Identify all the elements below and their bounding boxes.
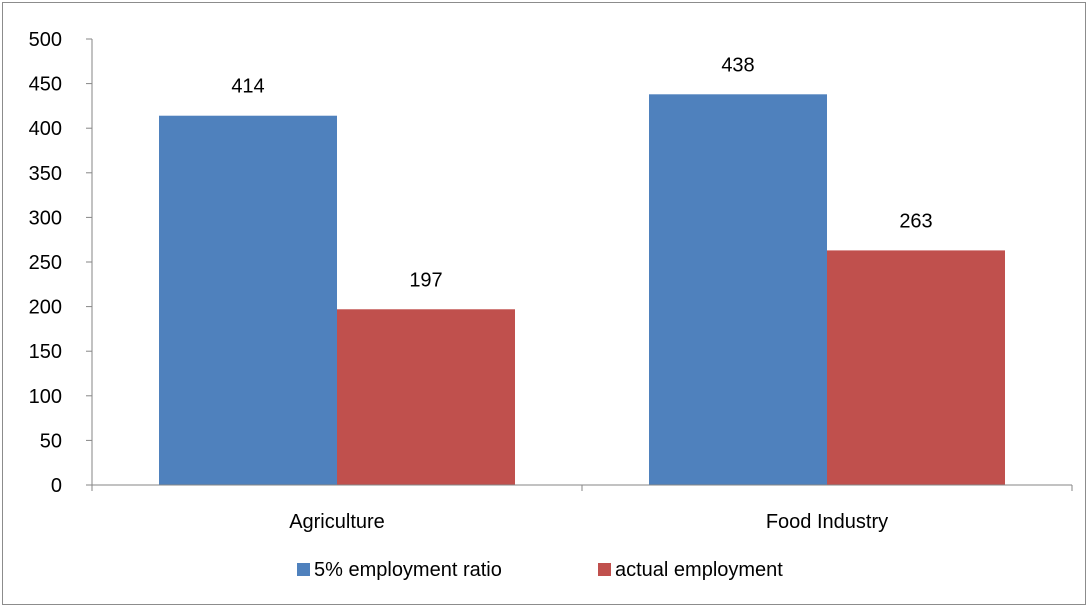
bar	[827, 250, 1005, 485]
data-label: 438	[721, 54, 754, 76]
category-label: Agriculture	[289, 511, 385, 533]
category-label: Food Industry	[766, 511, 888, 533]
y-tick-label: 350	[29, 163, 62, 185]
bar	[337, 309, 515, 485]
data-label: 263	[899, 210, 932, 232]
y-tick-label: 100	[29, 386, 62, 408]
y-tick-label: 450	[29, 74, 62, 96]
y-tick-label: 200	[29, 297, 62, 319]
y-tick-label: 50	[40, 430, 62, 452]
y-axis: 0 50 100 150 200 250 300 350 400 450 500	[29, 29, 93, 497]
legend-swatch	[598, 563, 611, 576]
bars: 414 197 438 263	[159, 54, 1005, 485]
y-tick-label: 250	[29, 252, 62, 274]
bar	[649, 94, 827, 485]
legend: 5% employment ratio actual employment	[297, 559, 783, 581]
x-axis: Agriculture Food Industry	[91, 484, 1073, 533]
bar	[159, 115, 337, 485]
data-label: 197	[409, 269, 442, 291]
y-tick-label: 150	[29, 341, 62, 363]
y-tick-label: 500	[29, 29, 62, 51]
legend-label: actual employment	[615, 559, 783, 581]
y-tick-label: 300	[29, 207, 62, 229]
legend-label: 5% employment ratio	[314, 559, 502, 581]
y-tick-label: 400	[29, 118, 62, 140]
y-tick-label: 0	[51, 475, 62, 497]
data-label: 414	[231, 76, 264, 98]
legend-swatch	[297, 563, 310, 576]
